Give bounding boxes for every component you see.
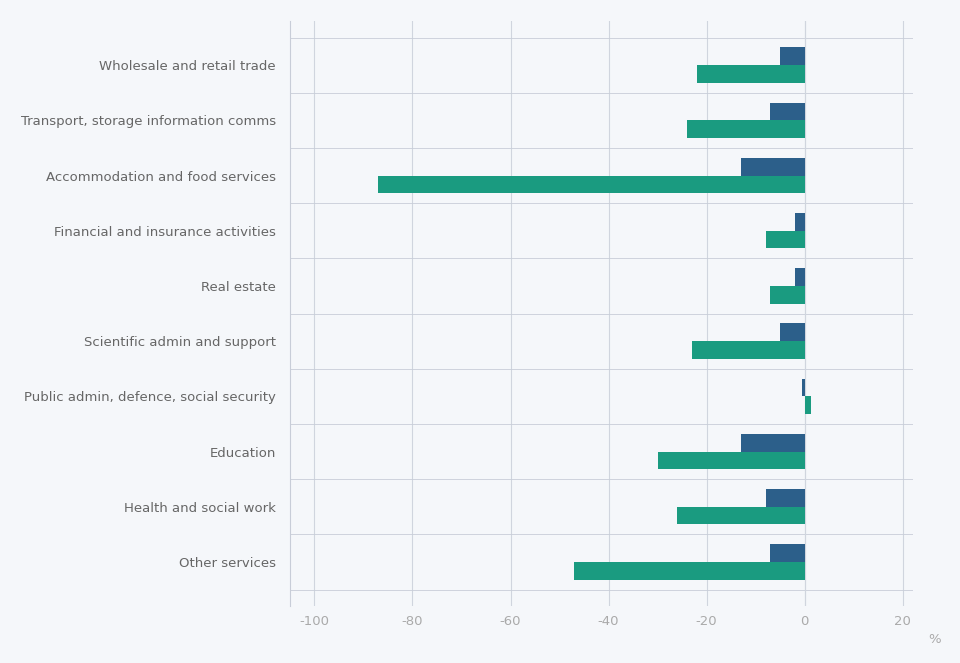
Bar — [795, 213, 804, 231]
Bar — [780, 48, 804, 65]
Bar — [692, 341, 804, 359]
Bar — [658, 452, 804, 469]
Bar — [741, 434, 804, 452]
Bar — [687, 120, 804, 138]
Bar — [765, 489, 804, 507]
Bar — [378, 176, 804, 193]
Bar — [795, 269, 804, 286]
Bar — [780, 324, 804, 341]
Bar — [803, 379, 804, 396]
Bar — [741, 158, 804, 176]
Bar — [771, 544, 804, 562]
Bar — [574, 562, 804, 579]
Bar — [677, 507, 804, 524]
Bar — [765, 231, 804, 249]
Bar — [697, 65, 804, 83]
Bar — [771, 103, 804, 120]
Bar — [804, 396, 810, 414]
Bar — [771, 286, 804, 304]
X-axis label: %: % — [928, 633, 941, 646]
